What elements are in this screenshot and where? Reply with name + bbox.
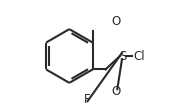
Text: Cl: Cl xyxy=(133,50,145,62)
Text: F: F xyxy=(83,93,90,106)
Text: S: S xyxy=(119,50,127,62)
Text: O: O xyxy=(112,85,121,98)
Text: O: O xyxy=(112,15,121,28)
